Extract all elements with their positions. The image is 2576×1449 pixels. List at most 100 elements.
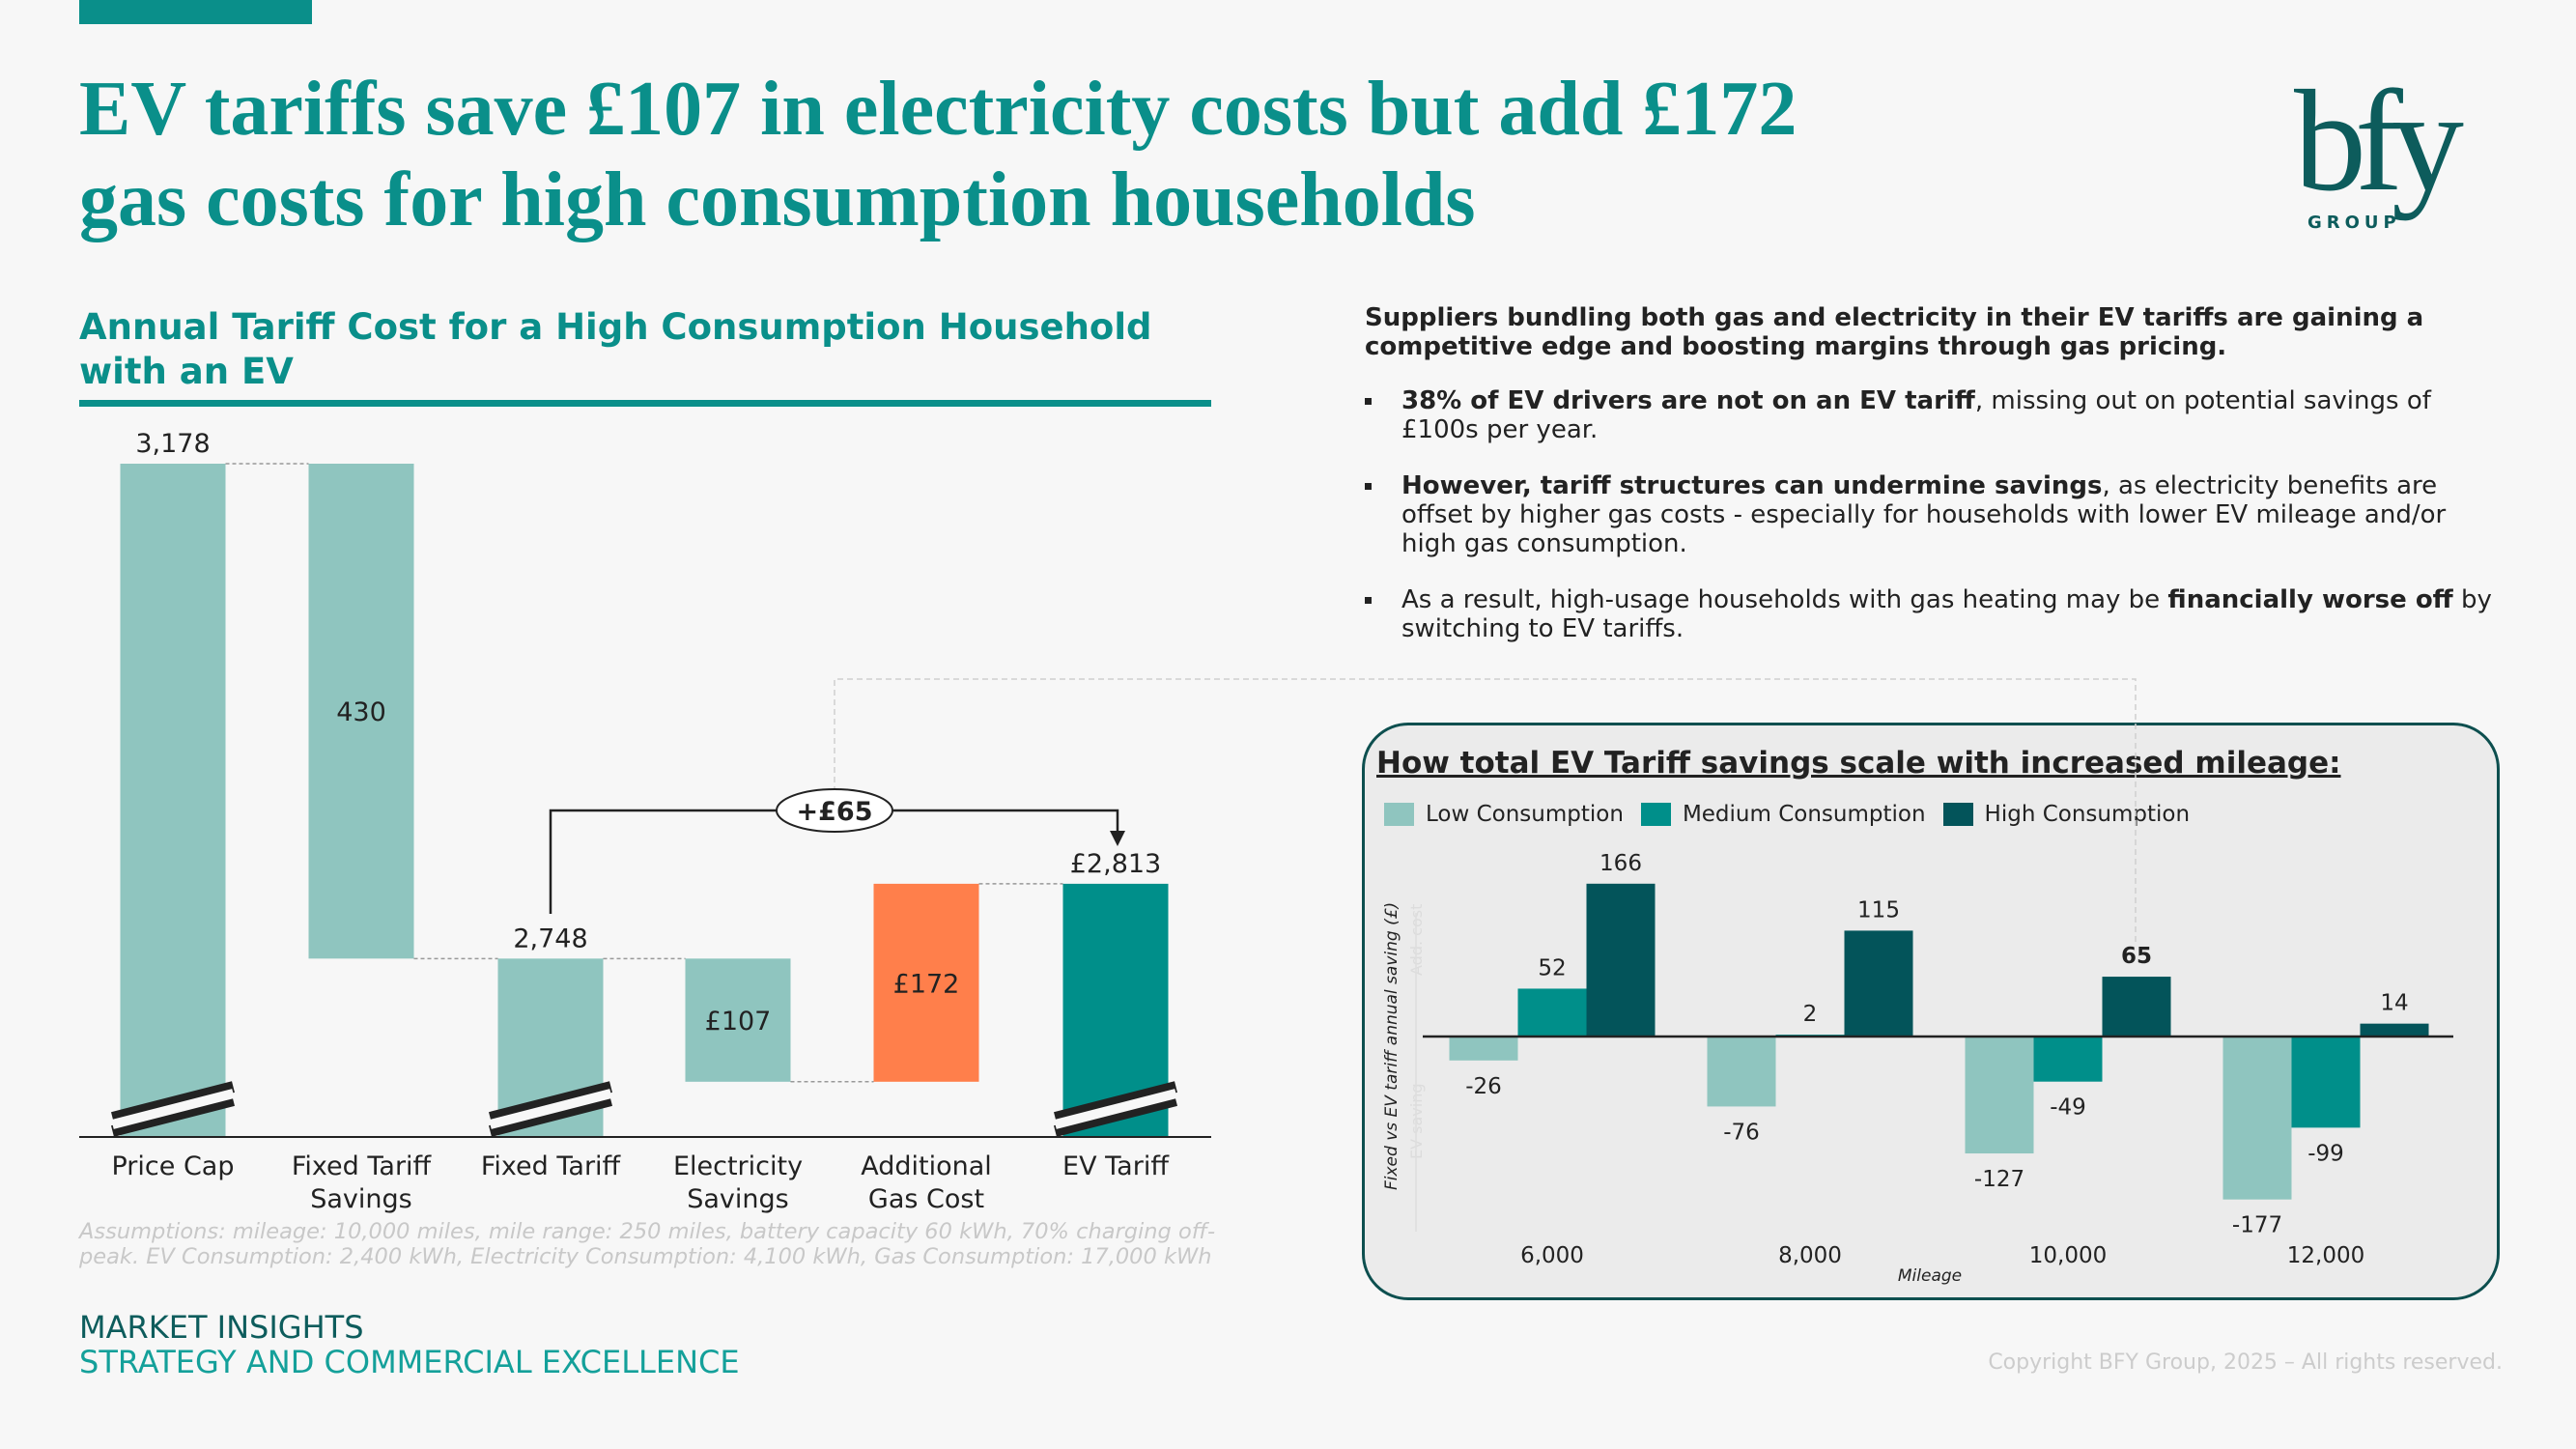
bar-value-label: 166 [1599,851,1642,876]
bar-medium-consumption [1517,988,1587,1037]
bar-total-label: 3,178 [135,429,210,459]
category-label: Price Cap [112,1151,235,1181]
difference-badge [776,788,893,833]
bar-value-label: -49 [2050,1095,2086,1121]
waterfall-bar [308,464,414,959]
bullet-bold: However, tariff structures can undermine… [1401,471,2103,500]
category-label: Fixed Tariff [481,1151,622,1181]
legend-label: High Consumption [1984,802,2191,827]
mileage-bar-chart: -26 -76 -127 -177 52 2 -49 -99 166 115 65 14 6,000 8,… [1382,851,2453,1286]
x-tick-label: 8,000 [1778,1243,1842,1268]
svg-text:GROUP: GROUP [2307,213,2401,233]
bar-value-label: -127 [1974,1167,2024,1192]
bullet-item: As a result, high-usage households with … [1365,585,2505,643]
bar-delta-label: £172 [893,969,960,999]
x-axis-title: Mileage [1898,1266,1962,1286]
axis-break-mark [111,1081,235,1137]
axis-break-mark [1054,1081,1177,1137]
category-label: Savings [687,1184,788,1214]
legend-swatch [1942,803,1973,826]
page-title: EV tariffs save £107 in electricity cost… [79,64,2156,245]
x-tick-label: 10,000 [2029,1243,2107,1268]
bullet-item: 38% of EV drivers are not on an EV tarif… [1365,386,2505,444]
bar-value-label: -177 [2232,1213,2282,1238]
axis-break-gap [111,1089,235,1129]
category-label: Electricity [673,1151,803,1181]
lead-paragraph: Suppliers bundling both gas and electric… [1365,303,2424,361]
mileage-chart-title: How total EV Tariff savings scale with i… [1376,746,2341,781]
assumptions-note: Assumptions: mileage: 10,000 miles, mile… [79,1219,1216,1269]
bullet-bold: 38% of EV drivers are not on an EV tarif… [1401,386,1975,415]
bar-value-label: 2 [1803,1002,1818,1027]
title-line-1: EV tariffs save £107 in electricity cost… [79,67,1798,152]
bar-total-label: £2,813 [1070,849,1161,879]
top-accent-bar [79,0,312,24]
bar-value-label: 65 [2121,944,2152,969]
bullet-bold: financially worse off [2167,585,2453,614]
bullet-marker [1365,483,1372,490]
legend-item-low: Low Consumption [1384,802,1624,827]
legend-label: Low Consumption [1426,802,1624,827]
bar-value-label: 115 [1857,897,1900,923]
category-label: Fixed Tariff [292,1151,433,1181]
bullet-marker [1365,398,1372,405]
link-to-mileage-chart [834,678,2137,942]
legend-swatch [1384,803,1414,826]
copyright: Copyright BFY Group, 2025 – All rights r… [1988,1350,2503,1375]
title-line-2: gas costs for high consumption household… [79,157,1476,242]
bar-value-label: 52 [1538,955,1566,980]
bullet-text: As a result, high-usage households with … [1401,585,2168,614]
legend-item-high: High Consumption [1942,802,2191,827]
bar-delta-label: 430 [336,697,386,727]
bar-low-consumption [2222,1037,2292,1200]
bar-value-label: -26 [1465,1074,1502,1099]
bar-delta-label: £107 [705,1007,772,1037]
bar-medium-consumption [2033,1037,2103,1082]
axis-break-gap [489,1089,612,1129]
chart-subtitle: Annual Tariff Cost for a High Consumptio… [79,306,1152,392]
x-tick-label: 12,000 [2287,1243,2364,1268]
bar-low-consumption [1707,1037,1776,1107]
footer-market-insights: MARKET INSIGHTS [79,1309,364,1346]
x-tick-label: 6,000 [1520,1243,1584,1268]
bar-medium-consumption [2291,1037,2361,1128]
category-label: Gas Cost [868,1184,984,1214]
category-label: Savings [310,1184,411,1214]
difference-label: +£65 [797,797,873,827]
bar-value-label: -76 [1723,1120,1760,1145]
waterfall-bar [120,464,226,1137]
legend-swatch [1640,803,1671,826]
footer-strategy: STRATEGY AND COMMERCIAL EXCELLENCE [79,1344,740,1380]
bullet-text: , missing out on potential savings of £1… [1401,386,2431,444]
bullet-text: , as electricity benefits are offset by … [1401,471,2447,558]
category-label: EV Tariff [1062,1151,1170,1181]
bar-low-consumption [1449,1037,1518,1061]
chart-legend: Low Consumption Medium Consumption High … [1384,802,2190,827]
y-axis-title: Fixed vs EV tariff annual saving (£) [1382,902,1401,1190]
subtitle-underline [79,400,1211,407]
bar-total-label: 2,748 [513,923,587,953]
axis-break-gap [1054,1089,1177,1129]
bar-high-consumption [1586,883,1656,1037]
waterfall-bar [873,883,979,1082]
svg-text:bfy: bfy [2294,75,2464,221]
bar-high-consumption [2360,1023,2429,1037]
bullet-text: by switching to EV tariffs. [1401,585,2492,643]
axis-break-mark [489,1081,612,1137]
bfy-group-logo: bfy GROUP [2294,75,2476,233]
legend-label: Medium Consumption [1682,802,1926,827]
bullet-marker [1365,597,1372,604]
arrow-down-icon [1110,831,1125,846]
bar-high-consumption [1844,930,1913,1037]
legend-item-medium: Medium Consumption [1640,802,1926,827]
category-label: Additional [861,1151,992,1181]
waterfall-bar [685,958,791,1082]
bar-low-consumption [1965,1037,2034,1154]
bullet-list: 38% of EV drivers are not on an EV tarif… [1365,386,2505,670]
bar-value-label: 14 [2380,991,2408,1016]
bullet-item: However, tariff structures can undermine… [1365,471,2505,558]
bar-high-consumption [2102,977,2171,1037]
bar-value-label: -99 [2307,1141,2344,1166]
